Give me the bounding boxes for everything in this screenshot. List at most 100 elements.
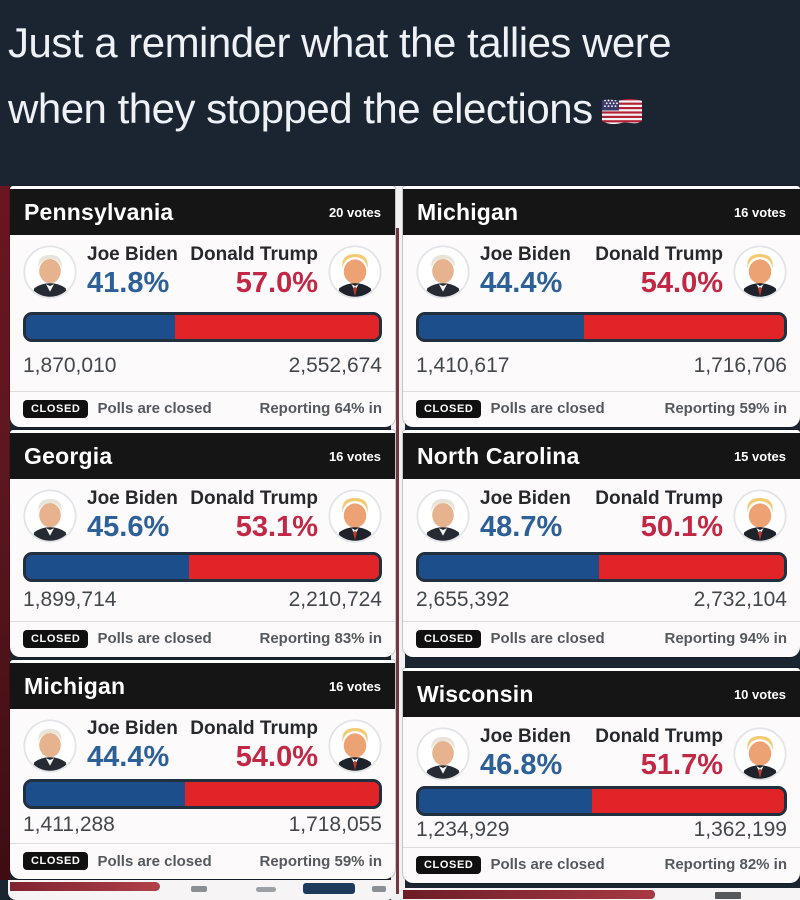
- polls-closed-text: Polls are closed: [490, 856, 605, 874]
- vote-counts-row: 1,899,714 2,210,724: [23, 588, 382, 612]
- trump-name: Donald Trump: [595, 244, 723, 265]
- card-footer: CLOSED Polls are closed Reporting 59% in: [403, 390, 800, 418]
- biden-avatar: [23, 245, 77, 299]
- cutoff-glyph: [256, 887, 276, 892]
- vote-counts-row: 1,410,617 1,716,706: [416, 354, 787, 378]
- trump-vote-count: 2,732,104: [693, 588, 787, 612]
- trump-avatar: [328, 719, 382, 773]
- trump-avatar: [733, 245, 787, 299]
- biden-percentage: 41.8%: [87, 267, 170, 299]
- reporting-text: Reporting 64% in: [259, 400, 382, 418]
- state-card-body: Joe Biden 44.4% Donald Trump 54.0%: [403, 235, 800, 427]
- electoral-votes: 10 votes: [733, 686, 786, 702]
- trump-name: Donald Trump: [595, 726, 723, 747]
- state-name: Wisconsin: [417, 680, 534, 707]
- cutoff-glyph: [191, 886, 207, 892]
- trump-percentage: 51.7%: [640, 749, 723, 781]
- state-card-body: Joe Biden 41.8% Donald Trump 57.0%: [10, 235, 395, 427]
- closed-badge: CLOSED: [23, 399, 89, 418]
- closed-badge: CLOSED: [416, 629, 482, 648]
- trump-percentage: 53.1%: [235, 511, 318, 543]
- trump-vote-count: 2,552,674: [288, 353, 382, 377]
- headline: Just a reminder what the tallies were wh…: [0, 0, 800, 142]
- biden-name: Joe Biden: [480, 244, 571, 265]
- trump-bar-segment: [592, 788, 784, 813]
- reporting-text: Reporting 83% in: [259, 630, 382, 648]
- biden-bar-segment: [26, 554, 190, 579]
- candidates-row: Joe Biden 44.4% Donald Trump 54.0%: [416, 244, 787, 300]
- headline-line2: when they stopped the elections: [8, 76, 792, 142]
- biden-bar-segment: [26, 315, 176, 340]
- polls-closed-text: Polls are closed: [97, 852, 212, 870]
- trump-bar-segment: [175, 315, 379, 340]
- cutoff-red-bar: [403, 890, 655, 899]
- trump-vote-count: 1,716,706: [693, 353, 787, 377]
- biden-bar-segment: [26, 782, 186, 806]
- cutoff-glyph: [372, 886, 386, 892]
- biden-percentage: 48.7%: [480, 511, 563, 543]
- state-name: Pennsylvania: [24, 198, 174, 225]
- electoral-votes: 20 votes: [328, 204, 381, 220]
- cutoff-glyph: [715, 892, 741, 899]
- headline-line1: Just a reminder what the tallies were: [8, 19, 672, 66]
- state-card-header: Michigan 16 votes: [10, 663, 395, 709]
- trump-name: Donald Trump: [190, 488, 318, 509]
- results-bar: [416, 551, 787, 582]
- state-card-header: Michigan 16 votes: [403, 189, 800, 235]
- reporting-text: Reporting 94% in: [664, 630, 787, 648]
- trump-bar-segment: [185, 782, 379, 806]
- reporting-text: Reporting 82% in: [664, 856, 787, 874]
- vote-counts-row: 1,234,929 1,362,199: [416, 818, 787, 842]
- state-name: Georgia: [24, 442, 113, 469]
- cards-grid: Pennsylvania 20 votes: [0, 186, 800, 900]
- candidates-row: Joe Biden 41.8% Donald Trump 57.0%: [23, 244, 382, 300]
- biden-percentage: 46.8%: [480, 749, 563, 781]
- card-footer: CLOSED Polls are closed Reporting 83% in: [10, 620, 395, 648]
- closed-badge: CLOSED: [23, 629, 89, 648]
- us-flag-icon: [601, 98, 642, 125]
- state-card-header: North Carolina 15 votes: [403, 433, 800, 479]
- biden-vote-count: 1,234,929: [416, 818, 510, 842]
- trump-percentage: 57.0%: [235, 267, 318, 299]
- polls-closed-text: Polls are closed: [490, 400, 605, 418]
- cutoff-red-bar: [10, 882, 160, 891]
- trump-avatar: [328, 245, 382, 299]
- biden-percentage: 45.6%: [87, 511, 170, 543]
- electoral-votes: 16 votes: [733, 204, 786, 220]
- biden-name: Joe Biden: [87, 244, 178, 265]
- state-card-body: Joe Biden 46.8% Donald Trump 51.7%: [403, 717, 800, 883]
- biden-name: Joe Biden: [87, 718, 178, 739]
- trump-name: Donald Trump: [595, 488, 723, 509]
- vote-counts-row: 1,870,010 2,552,674: [23, 354, 382, 378]
- biden-avatar: [23, 489, 77, 543]
- electoral-votes: 16 votes: [328, 678, 381, 694]
- card-footer: CLOSED Polls are closed Reporting 82% in: [403, 846, 800, 874]
- electoral-votes: 15 votes: [733, 448, 786, 464]
- polls-closed-text: Polls are closed: [490, 630, 605, 648]
- state-card: Georgia 16 votes: [10, 430, 395, 657]
- state-card: Pennsylvania 20 votes: [10, 186, 395, 427]
- cutoff-next-card-left: [8, 880, 395, 900]
- trump-vote-count: 2,210,724: [288, 588, 382, 612]
- trump-vote-count: 1,362,199: [693, 818, 787, 842]
- state-name: Michigan: [24, 672, 126, 699]
- biden-avatar: [416, 489, 470, 543]
- state-card-body: Joe Biden 44.4% Donald Trump 54.0%: [10, 709, 395, 879]
- reporting-text: Reporting 59% in: [259, 852, 382, 870]
- biden-avatar: [416, 727, 470, 781]
- candidates-row: Joe Biden 48.7% Donald Trump 50.1%: [416, 488, 787, 544]
- trump-name: Donald Trump: [190, 718, 318, 739]
- card-footer: CLOSED Polls are closed Reporting 94% in: [403, 620, 800, 648]
- trump-avatar: [328, 489, 382, 543]
- trump-bar-segment: [583, 315, 784, 340]
- biden-vote-count: 1,899,714: [23, 588, 117, 612]
- biden-avatar: [23, 719, 77, 773]
- trump-avatar: [733, 489, 787, 543]
- reporting-text: Reporting 59% in: [664, 400, 787, 418]
- candidates-row: Joe Biden 45.6% Donald Trump 53.1%: [23, 488, 382, 544]
- biden-bar-segment: [419, 788, 593, 813]
- cutoff-navy-bar: [303, 883, 355, 894]
- state-card-header: Georgia 16 votes: [10, 433, 395, 479]
- state-card-header: Pennsylvania 20 votes: [10, 189, 395, 235]
- trump-percentage: 54.0%: [235, 741, 318, 773]
